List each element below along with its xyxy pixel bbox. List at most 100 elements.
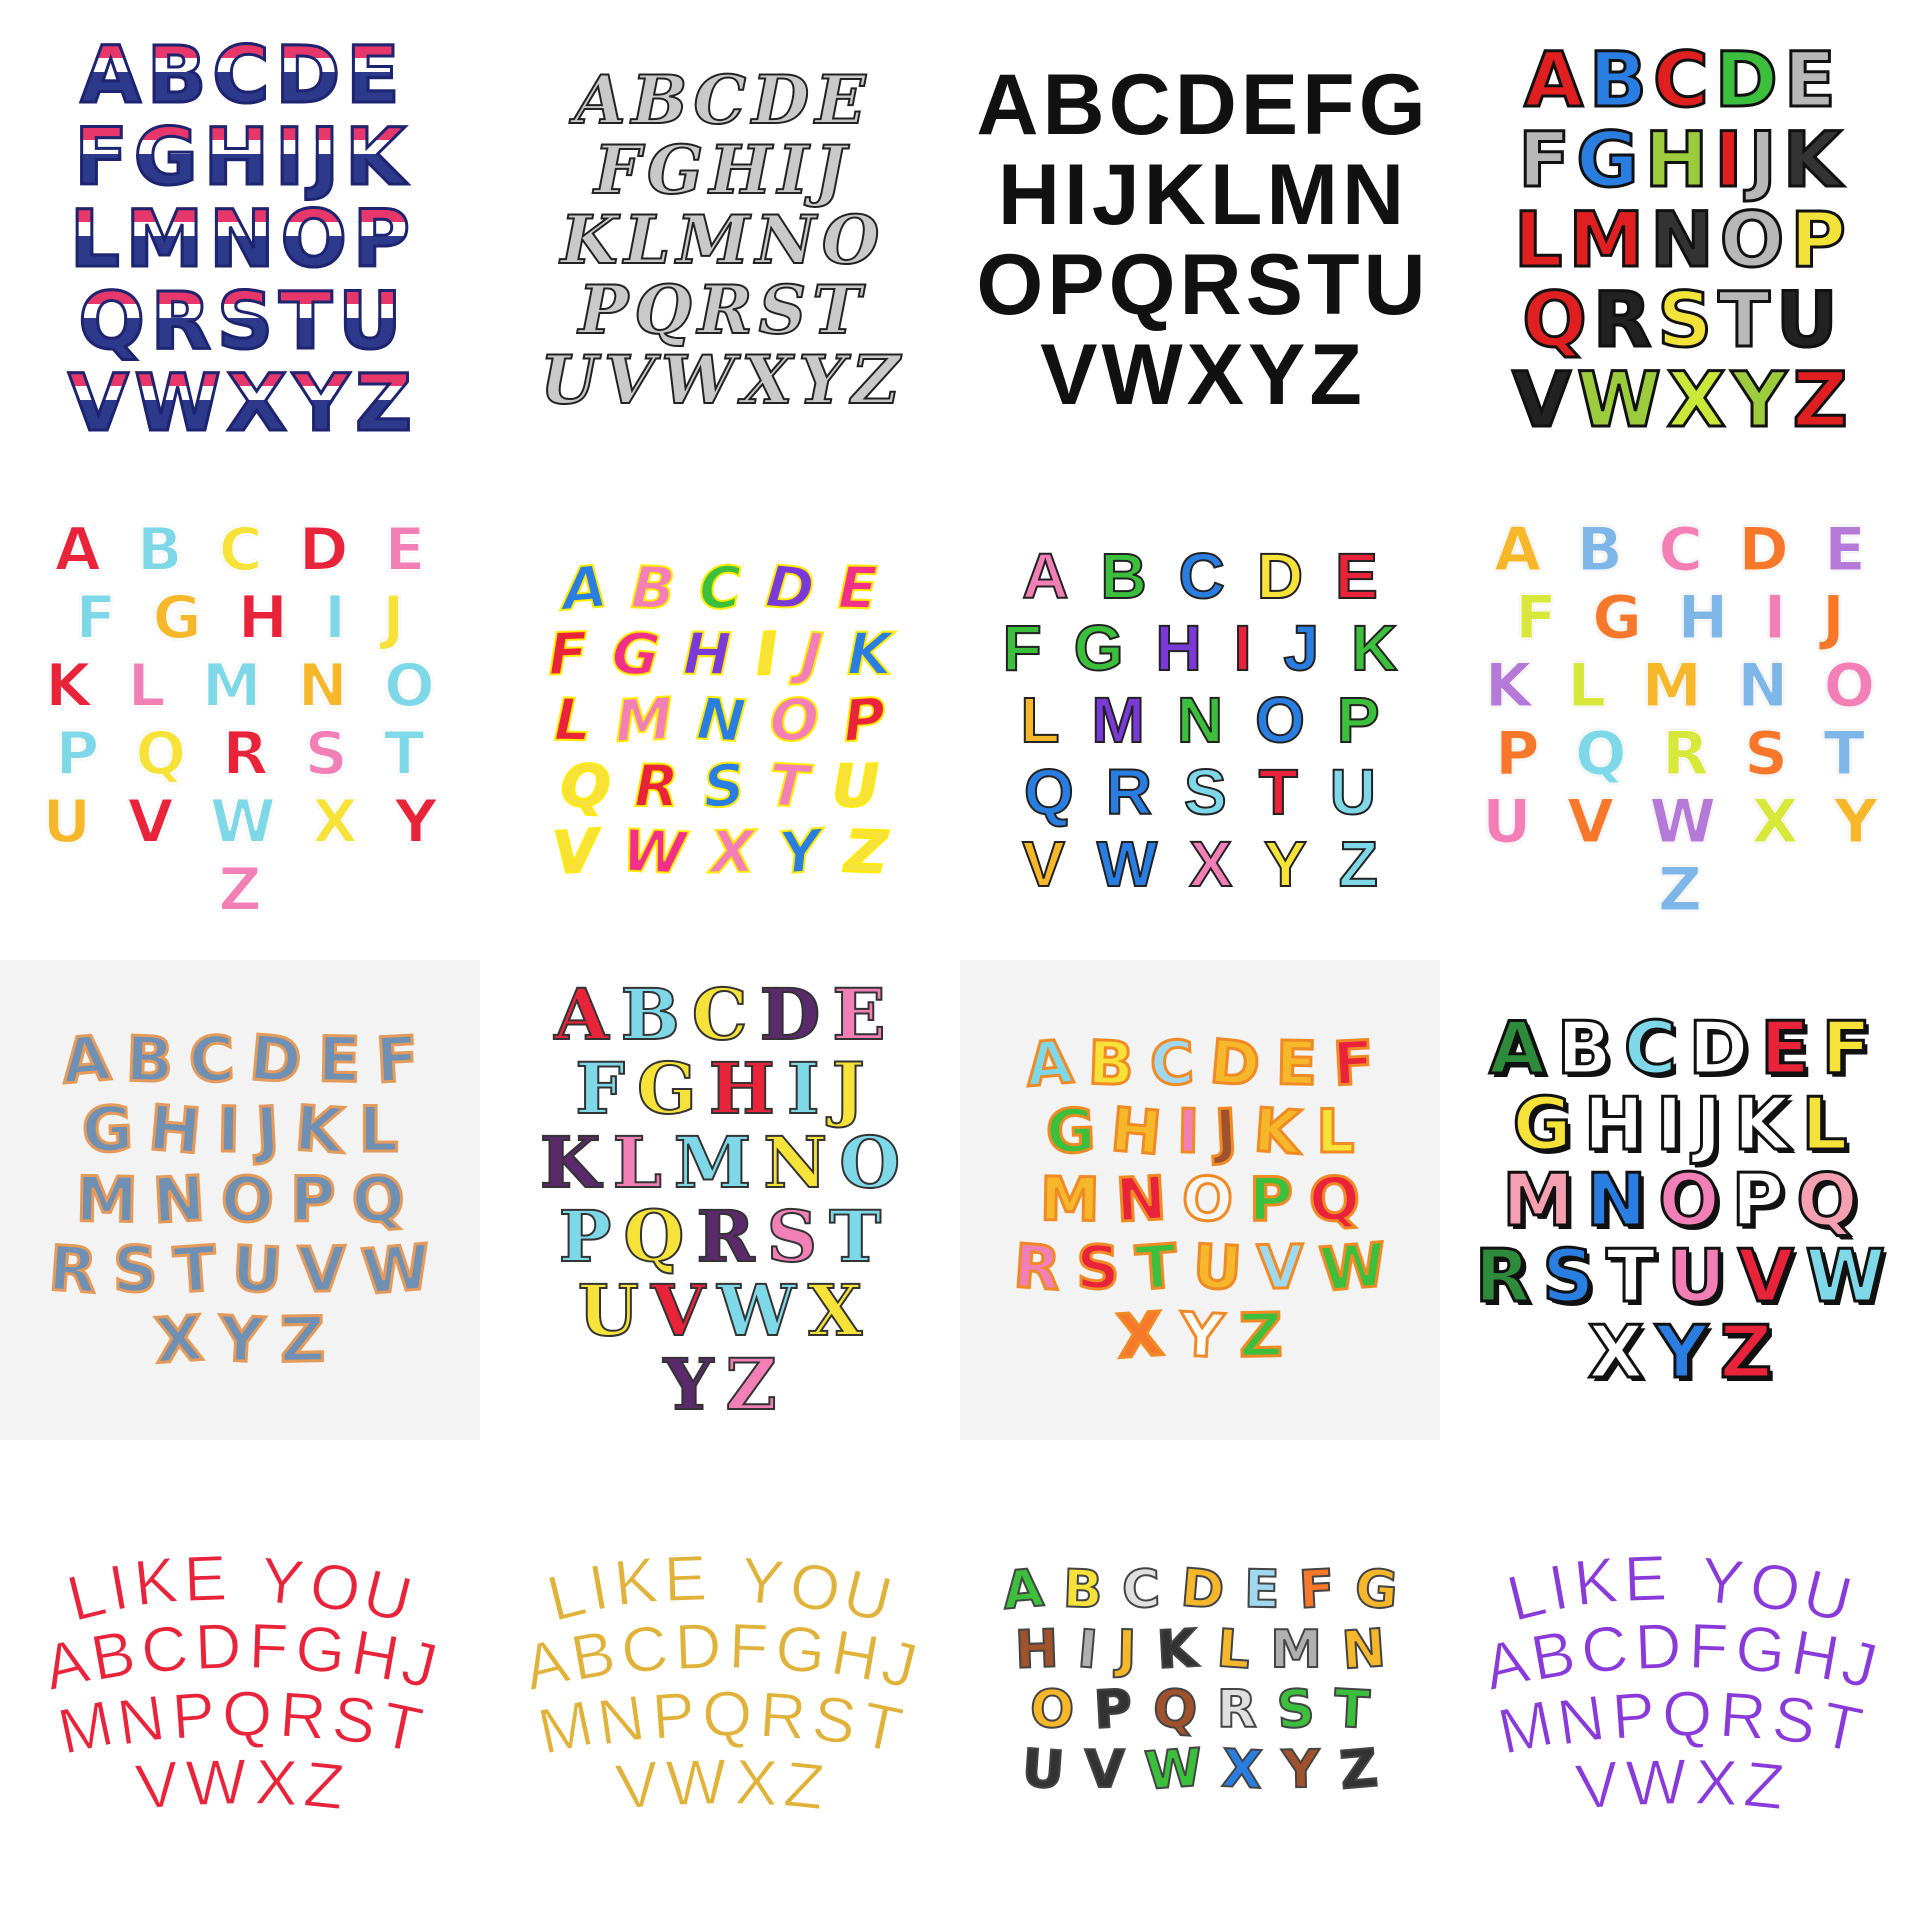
letter-patch: D [1174, 57, 1237, 153]
letter-patch: D [298, 515, 350, 585]
letter-patch: R [1010, 1230, 1064, 1306]
letter-patch: A [1021, 540, 1069, 612]
letter-patch: X [1186, 327, 1244, 423]
letter-patch: U [1666, 1234, 1727, 1318]
letter-patch: K [291, 1090, 347, 1169]
letter-patch: V [612, 1747, 663, 1824]
letter-patch: G [1352, 1558, 1401, 1623]
letter-patch: K [342, 117, 408, 199]
letter-patch: G [1358, 57, 1426, 153]
letter-patch: E [1334, 540, 1379, 612]
letter-patch: K [1250, 1094, 1304, 1170]
letter-patch: X [733, 1745, 779, 1820]
letter-patch: X [1693, 1745, 1739, 1820]
letter-patch: C [617, 1611, 672, 1688]
letter-patch: R [697, 271, 754, 349]
letter-patch: R [1662, 719, 1709, 789]
letter-patch: N [1112, 1162, 1169, 1238]
letter-patch: D [193, 1609, 243, 1684]
letter-patch: N [150, 1160, 209, 1239]
letter-patch: V [1572, 1747, 1623, 1824]
letter-patch: S [1274, 1678, 1318, 1742]
letter-patch: N [206, 199, 277, 281]
letter-patch: Q [622, 1195, 685, 1278]
letter-patch: W [660, 341, 736, 419]
letter-patch: I [272, 117, 307, 199]
letter-patch: L [1019, 684, 1060, 756]
letter-patch: I [1763, 583, 1787, 653]
letter-patch: K [1485, 651, 1532, 721]
letter-patch: J [1116, 1619, 1138, 1681]
letter-patch: P [54, 719, 100, 789]
letter-patch: U [229, 1230, 286, 1309]
letter-patch: V [1511, 355, 1573, 444]
letter-patch: D [1738, 515, 1789, 585]
letter-patch: R [45, 1230, 101, 1309]
letter-patch: C [209, 35, 272, 117]
letter-patch: K [44, 651, 92, 721]
letter-patch: A [553, 973, 609, 1056]
letter-patch: Z [278, 1301, 327, 1378]
letter-patch: V [1255, 1231, 1306, 1305]
letter-patch: A [976, 57, 1038, 153]
letter-patch: Q [1108, 237, 1176, 333]
letter-patch: B [1061, 1558, 1105, 1621]
letter-patch: R [1179, 237, 1242, 333]
letter-patch: P [558, 1195, 613, 1278]
letter-patch: V [603, 341, 656, 419]
letter-patch: S [1183, 756, 1228, 828]
letter-patch: L [612, 1121, 663, 1204]
letter-patch: W [1649, 787, 1716, 857]
letter-patch: I [786, 1047, 821, 1130]
letter-patch: B [1555, 1006, 1613, 1090]
letter-patch: T [1332, 1678, 1373, 1742]
letter-patch: S [112, 1233, 160, 1306]
letter-patch: A [77, 35, 143, 117]
letter-patch: Y [662, 1343, 714, 1426]
letter-patch: M [1269, 1620, 1323, 1680]
letter-patch: W [132, 363, 224, 445]
letter-patch: H [1677, 583, 1728, 653]
letter-patch: K [1350, 612, 1398, 684]
letter-patch: B [1576, 515, 1623, 585]
letter-patch: T [1823, 719, 1865, 789]
letter-patch: U [1775, 275, 1840, 364]
letter-patch: H [682, 619, 734, 690]
letter-patch: W [1142, 1737, 1205, 1803]
letter-patch: Y [393, 787, 438, 857]
letter-patch: D [673, 1609, 723, 1684]
letter-patch: N [1649, 195, 1716, 284]
letter-patch: F [74, 583, 117, 653]
letter-patch: F [1297, 1558, 1338, 1622]
letter-patch: Y [1176, 1298, 1226, 1373]
letter-patch: U [1363, 237, 1426, 333]
letter-patch: P [169, 1678, 218, 1754]
letter-patch: X [1188, 828, 1233, 900]
letter-patch: Q [1305, 1162, 1364, 1238]
letter-patch: M [74, 1161, 140, 1238]
letter-patch: Q [1521, 275, 1589, 364]
letter-patch: N [593, 1681, 650, 1760]
